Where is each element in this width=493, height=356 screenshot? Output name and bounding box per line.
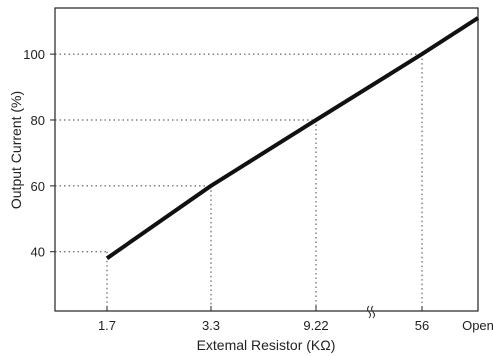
x-tick-label: 3.3 [202, 318, 220, 333]
y-tick-label: 100 [23, 47, 45, 62]
y-tick-label: 40 [31, 245, 45, 260]
y-axis-label: Output Current (%) [8, 91, 24, 209]
y-tick-label: 80 [31, 113, 45, 128]
x-tick-label: 9.22 [303, 318, 328, 333]
series-layer [105, 16, 480, 260]
x-axis-ticks: 1.7 3.3 9.22 56 Open [98, 306, 493, 333]
series-line [105, 16, 480, 260]
x-tick-label: 1.7 [98, 318, 116, 333]
reference-lines [55, 53, 423, 311]
y-axis-ticks: 40 60 80 100 [23, 47, 55, 260]
x-axis-label: Extemal Resistor (KΩ) [197, 337, 336, 353]
y-tick-label: 60 [31, 179, 45, 194]
x-tick-label: Open [462, 318, 493, 333]
x-axis-break-mark [367, 305, 375, 319]
plot-frame [54, 7, 479, 312]
x-tick-label: 56 [415, 318, 429, 333]
